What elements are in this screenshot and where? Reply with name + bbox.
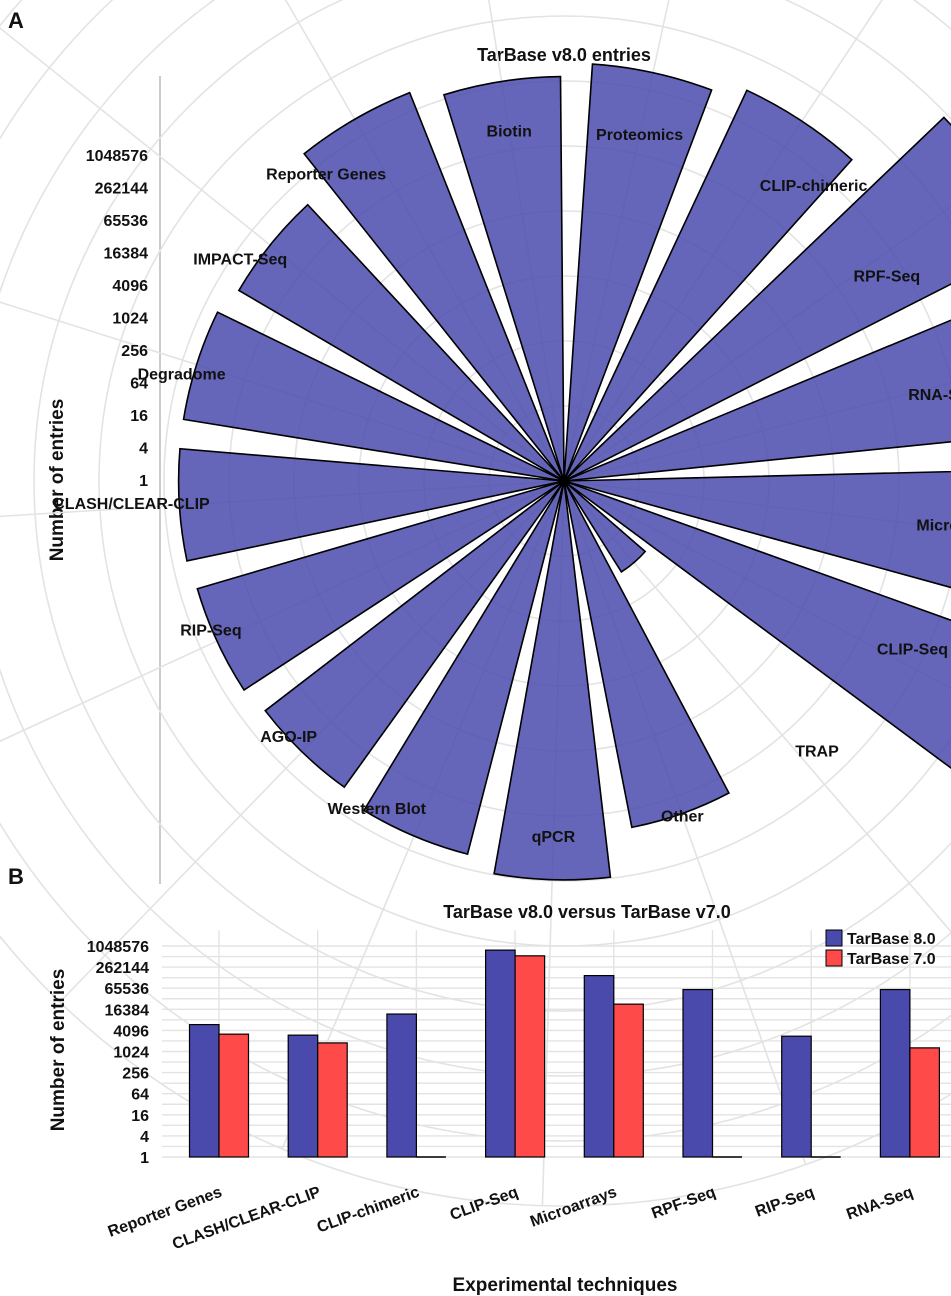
legend-label-v8: TarBase 8.0: [847, 931, 936, 948]
bar-v7: [613, 1003, 644, 1158]
polar-bar: [563, 89, 853, 482]
polar-bar: [177, 447, 565, 562]
bar-category-label: RPF-Seq: [649, 1184, 717, 1223]
bar-tick-label: 64: [131, 1087, 149, 1104]
bar-category-labels: Reporter GenesCLASH/CLEAR-CLIPCLIP-chime…: [106, 1184, 916, 1254]
bar-v7: [317, 1042, 348, 1158]
legend-label-v7: TarBase 7.0: [847, 951, 936, 968]
polar-tick-label: 262144: [95, 181, 148, 198]
polar-category-label: CLIP-Seq: [877, 642, 948, 659]
polar-category-label: Degradome: [138, 367, 226, 384]
polar-bar: [182, 311, 565, 482]
bar-v7: [909, 1047, 941, 1158]
polar-category-label: RPF-Seq: [854, 269, 921, 286]
legend: TarBase 8.0 TarBase 7.0: [825, 929, 936, 968]
polar-bar: [442, 75, 565, 482]
legend-swatch-v7: [825, 949, 843, 967]
polar-grid-ring: [0, 0, 951, 1077]
bar-tick-label: 4: [140, 1129, 149, 1146]
bar-v8: [386, 1013, 417, 1158]
polar-bar: [264, 480, 565, 789]
bar-v8: [583, 974, 615, 1158]
polar-bar: [196, 480, 565, 692]
polar-bar: [563, 480, 951, 770]
polar-bar: [493, 480, 612, 881]
polar-category-label: Microarrays: [916, 517, 951, 534]
polar-bar: [563, 319, 951, 482]
polar-tick-label: 1: [139, 473, 148, 490]
polar-tick-label: 16384: [104, 246, 149, 263]
bar-v8: [188, 1023, 220, 1158]
bar-x-axis-title: Experimental techniques: [453, 1275, 678, 1296]
polar-bar: [563, 480, 647, 574]
polar-category-label: CLIP-chimeric: [760, 178, 868, 195]
bar-v8: [781, 1035, 812, 1158]
bar-category-label: RIP-Seq: [753, 1184, 816, 1221]
polar-tick-label: 4096: [112, 278, 148, 295]
bar-category-label: CLIP-chimeric: [315, 1184, 422, 1237]
polar-chart-title: TarBase v8.0 entries: [477, 45, 651, 65]
polar-category-label: Other: [661, 809, 704, 826]
bar-y-axis-title: Number of entries: [48, 969, 69, 1132]
bar-v8: [879, 988, 911, 1158]
bar-v8: [682, 988, 714, 1158]
bar-tick-label: 16384: [105, 1002, 150, 1019]
legend-swatch-v8: [825, 929, 843, 947]
polar-bars: [177, 63, 951, 881]
bar-bars: [188, 949, 941, 1158]
polar-tick-labels: 1 4 16 64 256 1024 4096 16384 65536 262144 1048576: [86, 148, 148, 490]
panel-a-letter: A: [8, 8, 24, 33]
bar-v7: [514, 955, 546, 1158]
polar-tick-label: 1048576: [86, 148, 148, 165]
polar-category-label: RIP-Seq: [180, 623, 241, 640]
polar-category-label: Biotin: [487, 123, 532, 140]
polar-grid-ring: [163, 80, 951, 882]
bar-category-label: Microarrays: [528, 1184, 619, 1231]
polar-category-label: RNA-Seq: [908, 387, 951, 404]
polar-y-axis-title: Number of entries: [47, 399, 68, 562]
bar-v8: [287, 1034, 319, 1158]
polar-category-labels: Microarrays CLIP-Seq TRAP Other qPCR Western …: [53, 123, 951, 846]
bar-tick-labels: 1 4 16 64 256 1024 4096 16384 65536 262144 1048576: [87, 939, 149, 1167]
polar-category-label: qPCR: [532, 829, 576, 846]
bar-tick-label: 1048576: [87, 939, 149, 956]
polar-category-label: Western Blot: [328, 801, 427, 818]
polar-bar: [237, 203, 565, 482]
polar-tick-label: 65536: [104, 213, 149, 230]
polar-bar: [563, 470, 951, 589]
polar-grid-ring: [33, 0, 951, 1012]
bar-tick-label: 65536: [105, 981, 150, 998]
polar-category-label: Reporter Genes: [266, 167, 386, 184]
bar-tick-label: 1: [140, 1150, 149, 1167]
bar-tick-label: 262144: [96, 960, 149, 977]
polar-category-label: TRAP: [795, 743, 839, 760]
bar-tick-label: 1024: [113, 1045, 149, 1062]
polar-tick-label: 256: [121, 343, 148, 360]
polar-category-label: AGO-IP: [260, 729, 317, 746]
bar-tick-label: 16: [131, 1108, 149, 1125]
polar-grid-ring: [0, 0, 951, 1142]
polar-tick-label: 64: [130, 376, 148, 393]
polar-bar: [303, 91, 565, 482]
polar-category-label: CLASH/CLEAR-CLIP: [53, 496, 210, 513]
polar-bar: [563, 480, 730, 829]
polar-tick-label: 4: [139, 441, 148, 458]
bar-tick-label: 256: [122, 1066, 149, 1083]
polar-category-label: IMPACT-Seq: [193, 252, 287, 269]
polar-grid-ring: [0, 0, 951, 1207]
polar-bar: [362, 480, 565, 856]
panel-b-letter: B: [8, 864, 24, 889]
bar-v8: [485, 949, 516, 1158]
bar-chart-title: TarBase v8.0 versus TarBase v7.0: [443, 902, 731, 922]
bar-v7: [218, 1033, 250, 1158]
polar-spoke: [563, 480, 951, 933]
bar-category-label: RNA-Seq: [844, 1184, 915, 1224]
polar-bar: [563, 63, 713, 482]
polar-category-label: Proteomics: [596, 127, 683, 144]
bar-tick-label: 4096: [113, 1023, 149, 1040]
polar-tick-label: 16: [130, 408, 148, 425]
polar-tick-label: 1024: [112, 311, 148, 328]
polar-bar: [563, 116, 951, 482]
